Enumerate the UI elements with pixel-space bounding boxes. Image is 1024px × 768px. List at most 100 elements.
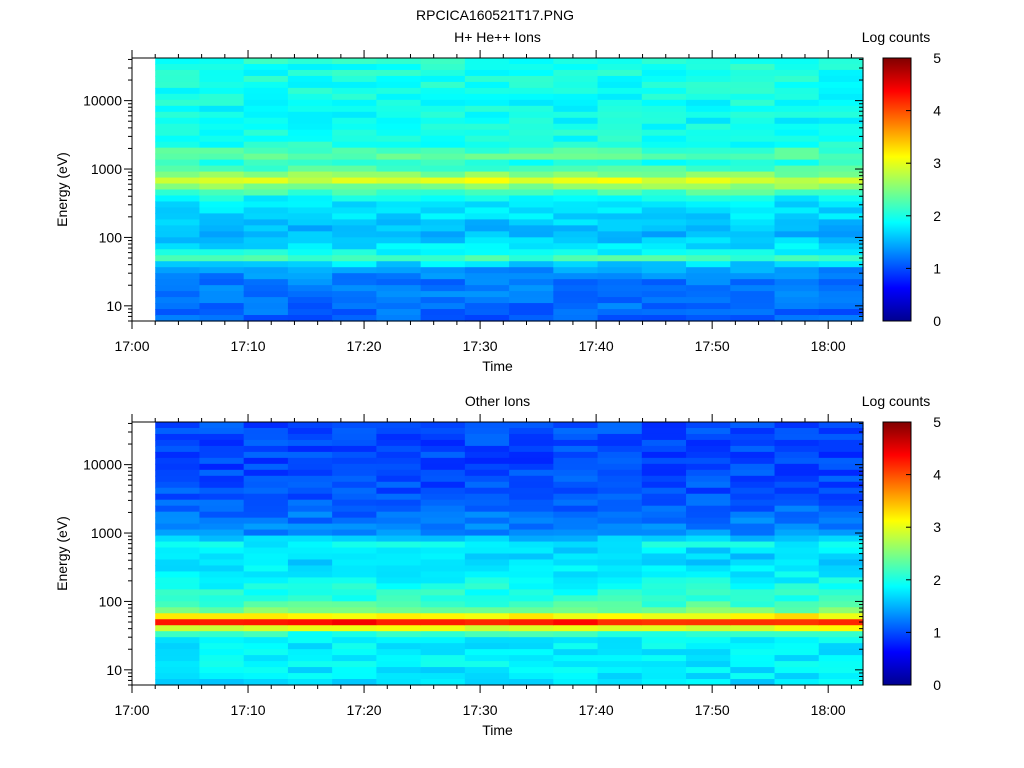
heatmap-cell xyxy=(730,291,776,298)
heatmap-cell xyxy=(641,123,687,131)
heatmap-cell xyxy=(287,231,333,238)
heatmap-cell xyxy=(199,69,245,77)
heatmap-cell xyxy=(730,445,776,453)
heatmap-cell xyxy=(641,213,687,220)
heatmap-cell xyxy=(774,207,820,215)
colorbar-tick-label: 3 xyxy=(933,155,941,171)
heatmap-cell xyxy=(509,505,554,513)
heatmap-cell xyxy=(420,237,466,244)
heatmap-cell xyxy=(597,213,643,220)
heatmap-cell xyxy=(641,499,687,507)
heatmap-cell xyxy=(332,207,377,215)
heatmap-cell xyxy=(597,535,643,543)
heatmap-cell xyxy=(464,69,510,77)
heatmap-cell xyxy=(420,315,466,322)
heatmap-cell xyxy=(155,231,201,238)
heatmap-cell xyxy=(686,613,731,620)
heatmap-cell xyxy=(686,183,731,191)
heatmap-cell xyxy=(597,189,643,197)
heatmap-cell xyxy=(243,541,289,549)
heatmap-cell xyxy=(243,422,289,429)
heatmap-cell xyxy=(243,207,289,215)
heatmap-cell xyxy=(332,427,377,435)
heatmap-cell xyxy=(199,511,245,519)
heatmap-cell xyxy=(199,111,245,119)
heatmap-cell xyxy=(199,679,245,686)
heatmap-cell xyxy=(332,619,377,626)
heatmap-cell xyxy=(818,589,864,596)
heatmap-cell xyxy=(155,679,201,686)
heatmap-cell xyxy=(376,673,422,680)
heatmap-cell xyxy=(774,249,820,256)
heatmap-cell xyxy=(774,559,820,567)
heatmap-cell xyxy=(774,625,820,632)
heatmap-cell xyxy=(553,93,599,101)
heatmap-cell xyxy=(420,673,466,680)
heatmap-cell xyxy=(553,75,599,83)
heatmap-cell xyxy=(509,613,554,620)
heatmap-cell xyxy=(420,523,466,531)
heatmap-cell xyxy=(155,565,201,573)
heatmap-cell xyxy=(420,117,466,125)
heatmap-cell xyxy=(730,422,776,429)
heatmap-cell xyxy=(509,237,554,244)
heatmap-cell xyxy=(774,177,820,185)
heatmap-cell xyxy=(155,195,201,203)
heatmap-cell xyxy=(243,213,289,220)
heatmap-cell xyxy=(597,475,643,483)
heatmap-cell xyxy=(686,463,731,471)
heatmap-cell xyxy=(774,75,820,83)
heatmap-cell xyxy=(774,183,820,191)
heatmap-cell xyxy=(686,439,731,447)
heatmap-cell xyxy=(376,613,422,620)
heatmap-cell xyxy=(332,541,377,549)
heatmap-cell xyxy=(155,213,201,220)
heatmap-cell xyxy=(287,535,333,543)
x-tick-label: 17:50 xyxy=(695,338,730,354)
heatmap-cell xyxy=(641,625,687,632)
heatmap-cell xyxy=(774,225,820,232)
heatmap-cell xyxy=(553,667,599,674)
heatmap-cell xyxy=(597,249,643,256)
heatmap-cell xyxy=(553,117,599,125)
heatmap-cell xyxy=(818,58,864,65)
heatmap-cell xyxy=(155,535,201,543)
heatmap-cell xyxy=(464,619,510,626)
heatmap-cell xyxy=(597,589,643,596)
heatmap-cell xyxy=(332,309,377,316)
heatmap-cell xyxy=(464,667,510,674)
heatmap-cell xyxy=(199,81,245,89)
heatmap-cell xyxy=(730,261,776,268)
heatmap-cell xyxy=(730,225,776,232)
heatmap-cell xyxy=(553,619,599,626)
heatmap-cell xyxy=(686,535,731,543)
heatmap-cell xyxy=(818,129,864,137)
heatmap-cell xyxy=(243,279,289,286)
heatmap-cell xyxy=(686,661,731,668)
heatmap-cell xyxy=(243,445,289,453)
heatmap-cell xyxy=(730,661,776,668)
heatmap-cell xyxy=(597,225,643,232)
heatmap-cell xyxy=(730,607,776,614)
heatmap-cell xyxy=(287,439,333,447)
heatmap-cell xyxy=(686,589,731,596)
heatmap-cell xyxy=(597,565,643,573)
heatmap-cell xyxy=(420,649,466,656)
heatmap-cell xyxy=(597,165,643,173)
heatmap-cell xyxy=(199,75,245,83)
heatmap-cell xyxy=(464,643,510,650)
heatmap-cell xyxy=(686,231,731,238)
x-axis-label: Time xyxy=(482,722,513,738)
heatmap-cell xyxy=(686,195,731,203)
heatmap-cell xyxy=(641,667,687,674)
heatmap-cell xyxy=(199,673,245,680)
heatmap-cell xyxy=(774,279,820,286)
heatmap-cell xyxy=(287,303,333,310)
heatmap-cell xyxy=(818,297,864,304)
heatmap-cell xyxy=(243,165,289,173)
colorbar-tick-label: 1 xyxy=(933,624,941,640)
heatmap-cell xyxy=(376,667,422,674)
heatmap-cell xyxy=(553,111,599,119)
heatmap-cell xyxy=(332,279,377,286)
heatmap-cell xyxy=(420,63,466,71)
